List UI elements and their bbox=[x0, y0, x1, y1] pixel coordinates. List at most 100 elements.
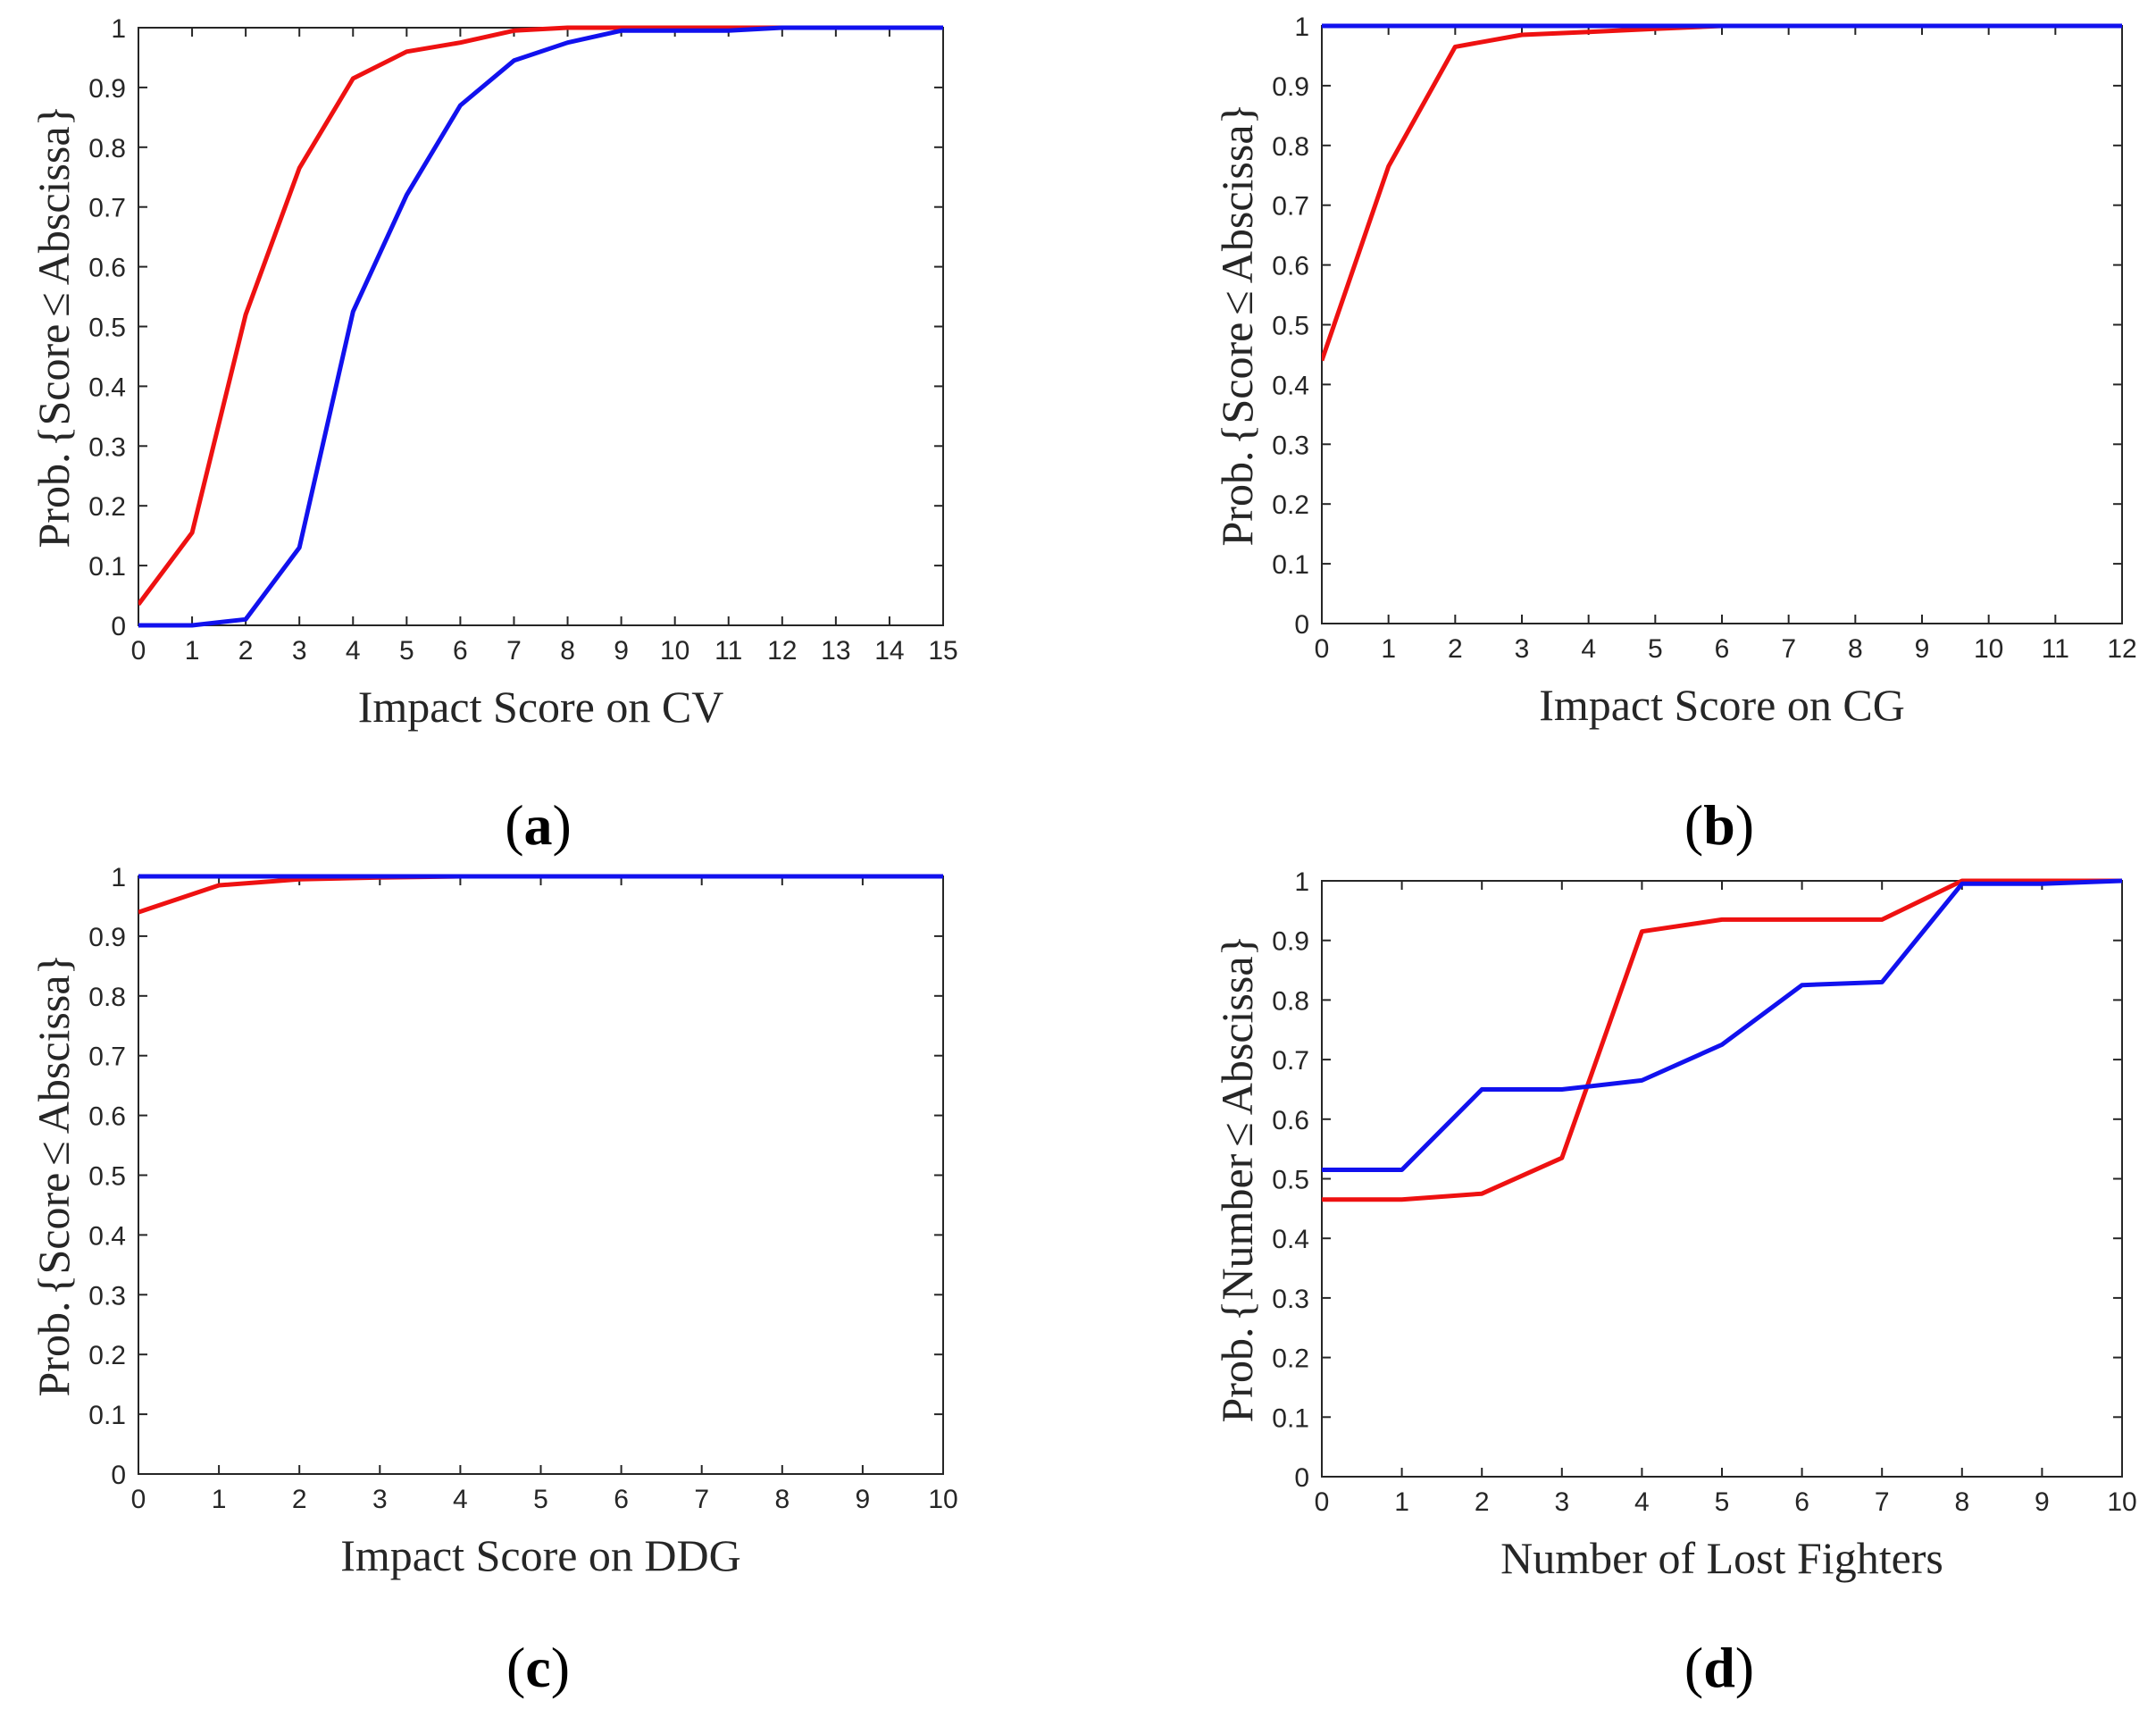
x-tick-label: 11 bbox=[714, 636, 742, 666]
x-tick-label: 1 bbox=[1394, 1487, 1409, 1517]
y-tick-label: 0.5 bbox=[1272, 312, 1309, 341]
x-tick-label: 0 bbox=[131, 636, 146, 666]
x-tick-label: 8 bbox=[1848, 634, 1863, 664]
y-tick-label: 0.5 bbox=[1272, 1166, 1309, 1195]
y-axis-label-part: } bbox=[29, 953, 79, 975]
y-tick-label: 0.3 bbox=[1272, 431, 1309, 460]
x-tick-label: 3 bbox=[372, 1485, 388, 1514]
y-tick-label: 0 bbox=[111, 1461, 126, 1490]
y-tick-label: 0 bbox=[1294, 610, 1309, 640]
y-tick-label: 1 bbox=[111, 14, 126, 44]
x-tick-label: 3 bbox=[1554, 1487, 1569, 1517]
y-axis-label-b: Prob. {Score ≤ Abscissa} bbox=[1212, 103, 1262, 546]
x-axis-label-c: Impact Score on DDG bbox=[340, 1530, 741, 1580]
x-tick-label: 3 bbox=[292, 636, 307, 666]
x-tick-label: 2 bbox=[238, 636, 254, 666]
y-axis-label-a: Prob. {Score ≤ Abscissa} bbox=[29, 105, 79, 548]
y-tick-label: 0.4 bbox=[88, 373, 126, 402]
y-tick-label: 0.3 bbox=[88, 1281, 126, 1311]
y-tick-label: 1 bbox=[1294, 13, 1309, 42]
x-tick-label: 7 bbox=[1875, 1487, 1890, 1517]
y-axis-label-part: Prob. bbox=[1212, 451, 1262, 547]
y-axis-label-part: Score bbox=[1212, 322, 1262, 424]
y-tick-label: 0.4 bbox=[88, 1221, 126, 1251]
x-tick-label: 8 bbox=[560, 636, 575, 666]
panel-caption-b: (b) bbox=[1684, 793, 1754, 857]
y-axis-label-part: Score bbox=[29, 324, 79, 426]
y-tick-label: 0.1 bbox=[1272, 550, 1309, 580]
x-tick-label: 1 bbox=[212, 1485, 227, 1514]
x-tick-label: 14 bbox=[874, 636, 904, 666]
y-axis-label-part: ≤ bbox=[29, 292, 79, 316]
y-axis-label-part: { bbox=[1212, 424, 1262, 446]
y-tick-label: 0.7 bbox=[88, 1043, 126, 1072]
x-tick-label: 5 bbox=[1648, 634, 1663, 664]
x-tick-label: 15 bbox=[928, 636, 957, 666]
x-tick-label: 11 bbox=[2042, 634, 2069, 664]
y-tick-label: 0.5 bbox=[88, 1162, 126, 1192]
y-axis-label-part: { bbox=[1212, 1301, 1262, 1322]
y-axis-label-part: Abscissa bbox=[1212, 956, 1262, 1115]
x-tick-label: 0 bbox=[131, 1485, 146, 1514]
x-tick-label: 4 bbox=[1581, 634, 1596, 664]
y-tick-label: 0.8 bbox=[1272, 132, 1309, 162]
x-axis-label-a: Impact Score on CV bbox=[358, 682, 724, 732]
y-tick-label: 0.9 bbox=[88, 923, 126, 952]
panel-letter: c bbox=[525, 1636, 550, 1699]
x-tick-label: 0 bbox=[1315, 634, 1330, 664]
y-tick-label: 0.9 bbox=[88, 74, 126, 104]
panel-letter: b bbox=[1703, 793, 1735, 857]
x-tick-label: 7 bbox=[694, 1485, 709, 1514]
plot-area-a bbox=[138, 27, 944, 626]
panel-d: 0 1 2 3 4 5 6 7 8 9 10 0 0.1 0.2 0.3 0.4 0.5 0.6 0.7 0.8 0.9… bbox=[1212, 867, 2137, 1699]
x-tick-label: 9 bbox=[1915, 634, 1930, 664]
plot-area-d bbox=[1321, 880, 2123, 1478]
x-tick-label: 5 bbox=[1715, 1487, 1730, 1517]
panel-letter: a bbox=[524, 793, 553, 857]
x-axis-label-b: Impact Score on CG bbox=[1539, 680, 1905, 730]
y-tick-label: 0.1 bbox=[88, 1401, 126, 1430]
y-tick-label: 0.1 bbox=[1272, 1403, 1309, 1433]
y-axis-label-part: ≤ bbox=[29, 1141, 79, 1165]
series-line-blue-d bbox=[1322, 878, 2122, 1172]
series-line-blue-a bbox=[138, 25, 943, 628]
x-tick-label: 9 bbox=[614, 636, 629, 666]
y-tick-label: 0.2 bbox=[1272, 490, 1309, 520]
x-tick-label: 9 bbox=[856, 1485, 871, 1514]
y-tick-label: 0 bbox=[1294, 1463, 1309, 1493]
y-tick-label: 0.4 bbox=[1272, 1225, 1309, 1254]
panel-b: 0 1 2 3 4 5 6 7 8 9 10 11 1200.10.20.30.40.50.60.70.… bbox=[1212, 13, 2137, 857]
y-tick-label: 0.6 bbox=[88, 254, 126, 283]
y-axis-label-part: ≤ bbox=[1212, 290, 1262, 314]
x-tick-label: 9 bbox=[2035, 1487, 2050, 1517]
y-tick-label: 1 bbox=[111, 863, 126, 892]
y-axis-label-part: { bbox=[29, 426, 79, 448]
y-tick-label: 0.7 bbox=[1272, 1046, 1309, 1076]
x-tick-label: 6 bbox=[614, 1485, 629, 1514]
x-tick-label: 3 bbox=[1515, 634, 1530, 664]
x-tick-label: 4 bbox=[346, 636, 361, 666]
x-tick-label: 2 bbox=[1475, 1487, 1490, 1517]
y-axis-label-part: ≤ bbox=[1212, 1122, 1262, 1146]
y-tick-label: 0.7 bbox=[1272, 192, 1309, 222]
y-axis-label-part: Abscissa bbox=[1212, 124, 1262, 283]
y-axis-label-part: Abscissa bbox=[29, 126, 79, 285]
x-axis-label-d: Number of Lost Fighters bbox=[1500, 1533, 1943, 1583]
x-tick-label: 10 bbox=[928, 1485, 957, 1514]
x-tick-label: 8 bbox=[1954, 1487, 1969, 1517]
x-tick-label: 1 bbox=[185, 636, 200, 666]
panel-caption-c: (c) bbox=[506, 1636, 570, 1699]
y-axis-label-part: Abscissa bbox=[29, 975, 79, 1134]
x-tick-label: 7 bbox=[1781, 634, 1796, 664]
y-tick-label: 0.8 bbox=[88, 134, 126, 163]
y-tick-label: 0.6 bbox=[1272, 1106, 1309, 1135]
y-axis-label-part: } bbox=[29, 105, 79, 126]
y-axis-label-part: Number bbox=[1212, 1153, 1262, 1300]
y-axis-label-part: } bbox=[1212, 934, 1262, 956]
y-tick-label: 1 bbox=[1294, 867, 1309, 897]
y-tick-label: 0.6 bbox=[88, 1102, 126, 1132]
x-tick-label: 1 bbox=[1381, 634, 1396, 664]
y-tick-label: 0.4 bbox=[1272, 371, 1309, 400]
y-tick-label: 0.8 bbox=[88, 983, 126, 1012]
